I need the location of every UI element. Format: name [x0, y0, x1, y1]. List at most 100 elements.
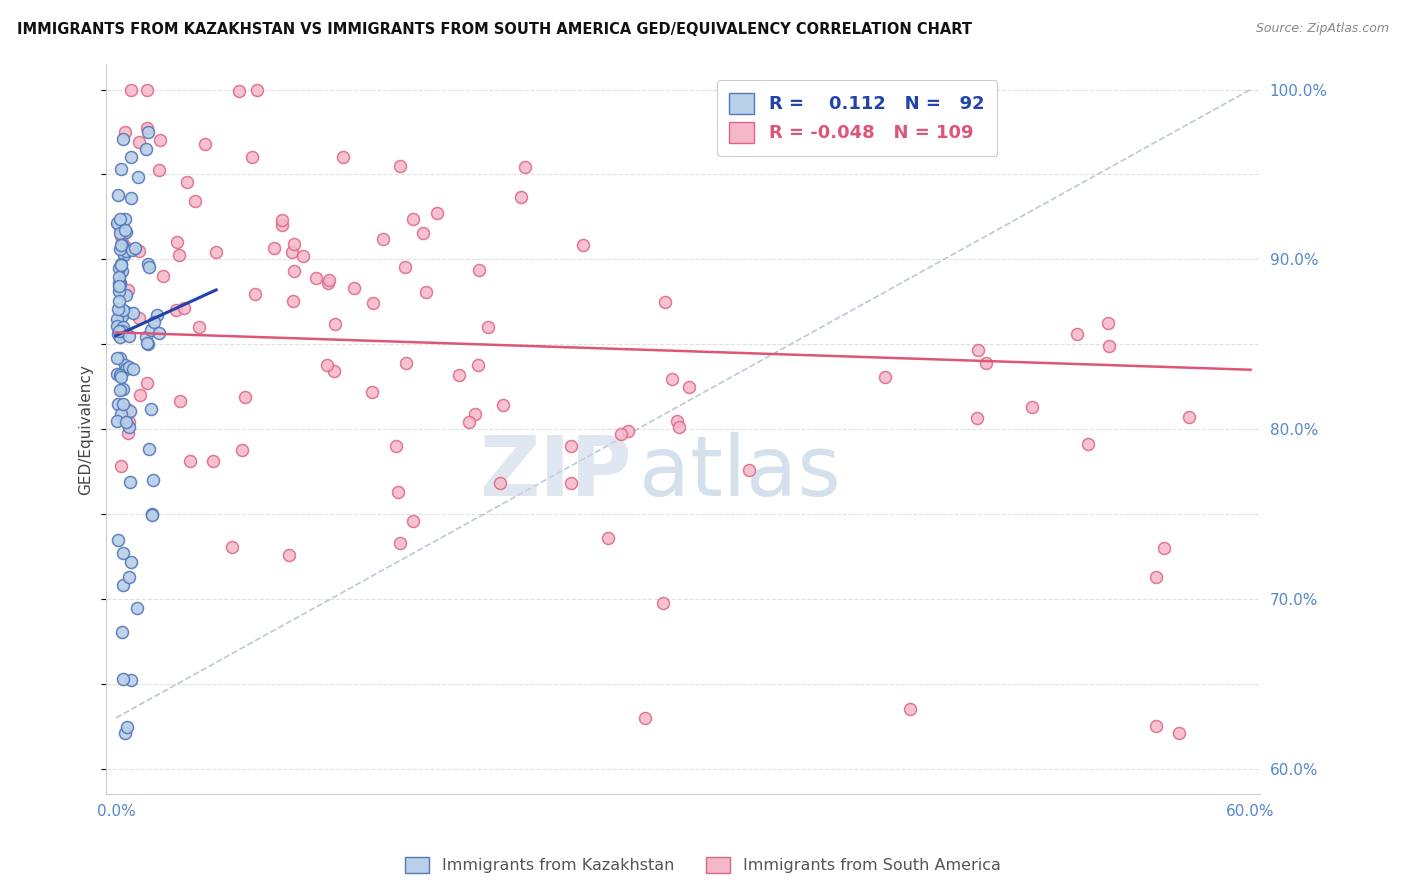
- Point: [120, 475, 142, 489]
- Point: [110, 276, 132, 290]
- Point: [120, 82, 142, 96]
- Point: [1144, 570, 1167, 584]
- Point: [513, 160, 536, 174]
- Point: [141, 508, 163, 522]
- Point: [389, 536, 412, 550]
- Point: [447, 368, 470, 382]
- Point: [167, 247, 190, 261]
- Text: IMMIGRANTS FROM KAZAKHSTAN VS IMMIGRANTS FROM SOUTH AMERICA GED/EQUIVALENCY CORR: IMMIGRANTS FROM KAZAKHSTAN VS IMMIGRANTS…: [17, 22, 972, 37]
- Point: [231, 443, 253, 458]
- Point: [360, 384, 382, 399]
- Point: [107, 397, 129, 411]
- Point: [111, 397, 134, 411]
- Point: [598, 531, 620, 545]
- Point: [179, 454, 201, 468]
- Point: [114, 361, 136, 376]
- Point: [277, 548, 299, 562]
- Point: [105, 319, 128, 334]
- Point: [187, 319, 209, 334]
- Point: [110, 162, 132, 177]
- Text: ZIP: ZIP: [479, 433, 631, 514]
- Point: [120, 673, 142, 687]
- Point: [127, 600, 149, 615]
- Point: [111, 235, 134, 249]
- Point: [120, 151, 142, 165]
- Point: [114, 305, 136, 319]
- Point: [114, 211, 136, 226]
- Point: [668, 420, 690, 434]
- Point: [111, 309, 134, 323]
- Point: [246, 82, 269, 96]
- Point: [1153, 541, 1175, 556]
- Point: [108, 285, 131, 299]
- Point: [107, 533, 129, 547]
- Point: [292, 249, 315, 263]
- Point: [108, 294, 131, 309]
- Point: [492, 398, 515, 412]
- Point: [898, 702, 921, 716]
- Point: [136, 82, 159, 96]
- Point: [112, 302, 135, 317]
- Legend: R =    0.112   N =   92, R = -0.048   N = 109: R = 0.112 N = 92, R = -0.048 N = 109: [717, 80, 997, 155]
- Point: [201, 454, 224, 468]
- Point: [127, 169, 149, 184]
- Point: [110, 256, 132, 270]
- Point: [105, 311, 128, 326]
- Point: [323, 364, 346, 378]
- Point: [107, 279, 129, 293]
- Point: [184, 194, 207, 209]
- Point: [108, 330, 131, 344]
- Point: [111, 324, 134, 338]
- Point: [609, 426, 631, 441]
- Point: [107, 302, 129, 317]
- Point: [120, 555, 142, 569]
- Point: [108, 277, 131, 291]
- Point: [110, 238, 132, 252]
- Point: [305, 271, 328, 285]
- Point: [112, 248, 135, 262]
- Point: [105, 368, 128, 382]
- Point: [173, 301, 195, 315]
- Point: [142, 473, 165, 487]
- Point: [166, 235, 188, 250]
- Point: [115, 415, 138, 429]
- Point: [221, 540, 243, 554]
- Point: [371, 232, 394, 246]
- Point: [966, 343, 988, 357]
- Point: [105, 413, 128, 427]
- Point: [108, 383, 131, 397]
- Point: [651, 596, 673, 610]
- Text: atlas: atlas: [640, 433, 841, 514]
- Point: [281, 294, 304, 309]
- Point: [402, 514, 425, 528]
- Point: [323, 318, 346, 332]
- Point: [654, 295, 676, 310]
- Point: [152, 268, 174, 283]
- Point: [426, 206, 449, 220]
- Point: [468, 263, 491, 277]
- Point: [135, 330, 157, 344]
- Point: [1178, 409, 1201, 424]
- Point: [316, 358, 339, 372]
- Point: [115, 241, 138, 255]
- Point: [617, 424, 640, 438]
- Point: [489, 475, 512, 490]
- Point: [108, 306, 131, 320]
- Point: [121, 362, 143, 376]
- Point: [136, 257, 159, 271]
- Point: [318, 273, 340, 287]
- Point: [146, 308, 169, 322]
- Point: [661, 372, 683, 386]
- Point: [572, 238, 595, 252]
- Point: [110, 212, 132, 227]
- Point: [121, 306, 143, 320]
- Point: [118, 415, 141, 429]
- Point: [678, 380, 700, 394]
- Point: [509, 190, 531, 204]
- Legend: Immigrants from Kazakhstan, Immigrants from South America: Immigrants from Kazakhstan, Immigrants f…: [399, 850, 1007, 880]
- Point: [105, 216, 128, 230]
- Point: [118, 420, 141, 434]
- Point: [1097, 316, 1119, 330]
- Point: [117, 425, 139, 440]
- Point: [457, 415, 479, 429]
